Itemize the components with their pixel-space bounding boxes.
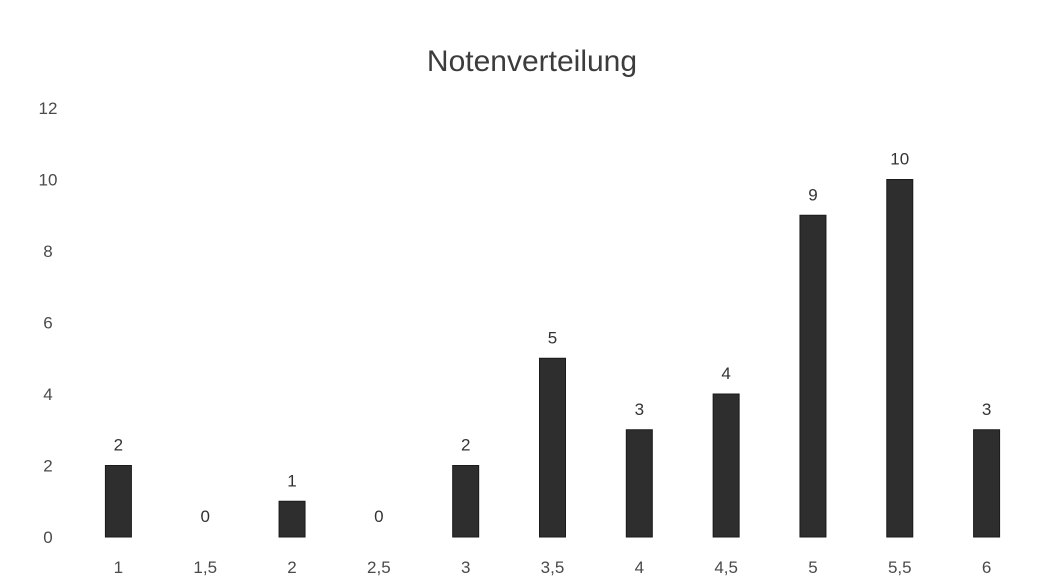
bar [973, 429, 1001, 538]
bars-group [104, 179, 1001, 538]
bar [886, 179, 914, 538]
x-tick-label: 4,5 [714, 558, 738, 577]
data-label: 9 [808, 185, 817, 204]
y-tick-label: 12 [39, 99, 58, 118]
data-label: 1 [287, 471, 296, 490]
data-label: 2 [114, 436, 123, 455]
chart-title: Notenverteilung [427, 45, 637, 78]
x-tick-label: 2,5 [367, 558, 391, 577]
x-tick-label: 2 [287, 558, 296, 577]
data-label: 0 [374, 507, 383, 526]
bar [625, 429, 653, 538]
x-tick-label: 4 [635, 558, 644, 577]
bar [712, 393, 740, 538]
x-tick-label: 6 [982, 558, 991, 577]
data-label: 4 [721, 364, 730, 383]
x-tick-label: 3,5 [541, 558, 565, 577]
x-tick-label: 5 [808, 558, 817, 577]
x-tick-label: 1,5 [193, 558, 217, 577]
y-tick-label: 4 [43, 385, 52, 404]
y-tick-label: 0 [43, 528, 52, 547]
x-tick-label: 3 [461, 558, 470, 577]
bar [539, 357, 566, 538]
y-tick-label: 8 [43, 242, 52, 261]
x-tick-label: 1 [114, 558, 123, 577]
bar [799, 214, 827, 538]
x-tick-label: 5,5 [888, 558, 912, 577]
data-label: 2 [461, 436, 470, 455]
data-label: 3 [635, 400, 644, 419]
y-tick-label: 6 [43, 314, 52, 333]
x-axis-tick-labels: 1 1,5 2 2,5 3 3,5 4 4,5 5 5,5 6 [114, 558, 992, 577]
y-tick-label: 10 [39, 171, 58, 190]
data-label: 10 [890, 150, 909, 169]
data-label: 0 [200, 507, 209, 526]
data-label: 3 [982, 400, 991, 419]
bar [278, 500, 306, 538]
bar [104, 465, 132, 538]
y-tick-label: 2 [43, 457, 52, 476]
bar [452, 465, 480, 538]
y-axis-tick-labels: 0 2 4 6 8 10 12 [39, 99, 58, 547]
data-label: 5 [548, 328, 557, 347]
